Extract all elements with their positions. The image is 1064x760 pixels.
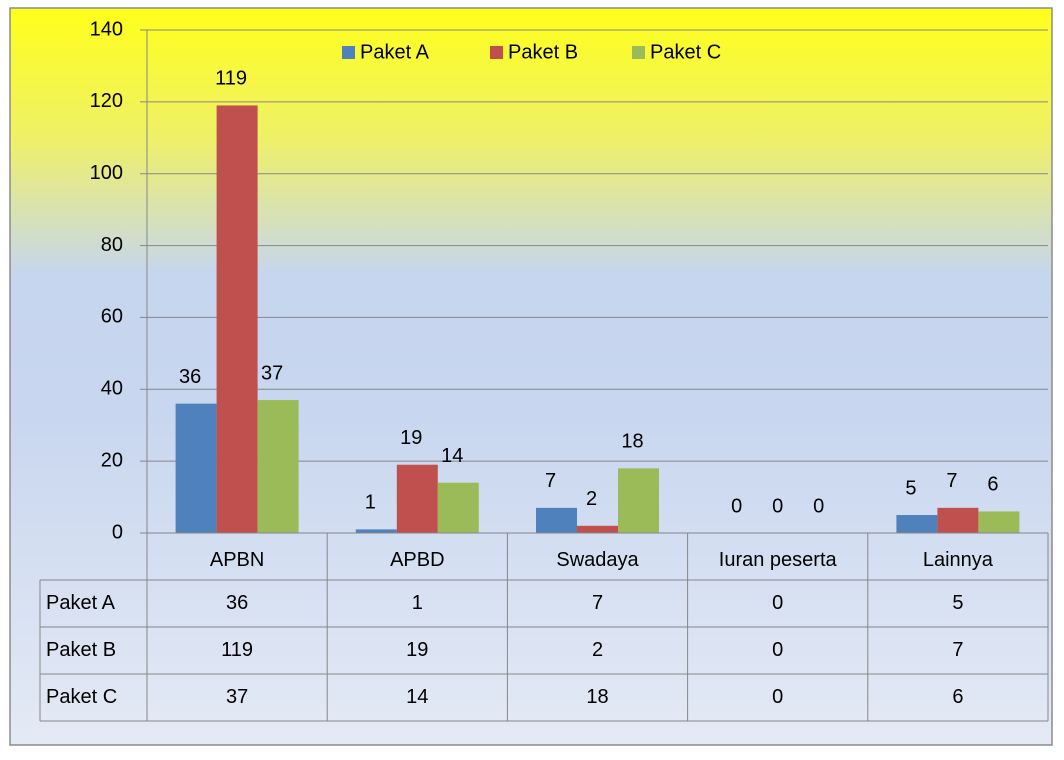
x-tick-label: APBN — [210, 549, 264, 571]
table-cell: 18 — [586, 686, 608, 708]
data-label: 36 — [179, 366, 201, 388]
bar — [437, 482, 479, 533]
y-tick-label: 60 — [101, 306, 123, 328]
table-cell: 2 — [592, 639, 603, 661]
bar — [937, 507, 979, 533]
data-label: 0 — [772, 495, 783, 517]
bar — [577, 525, 618, 533]
bar — [175, 403, 217, 533]
x-tick-label: APBD — [390, 549, 444, 571]
data-label: 6 — [987, 474, 998, 496]
y-tick-label: 80 — [101, 234, 123, 256]
x-tick-label: Swadaya — [556, 549, 639, 571]
table-cell: 6 — [952, 686, 963, 708]
bar — [257, 400, 299, 533]
bar — [216, 105, 258, 533]
table-row-header: Paket B — [46, 639, 116, 661]
table-cell: 0 — [772, 639, 783, 661]
table-cell: 0 — [772, 592, 783, 614]
legend-swatch — [632, 46, 645, 59]
data-label: 7 — [545, 470, 556, 492]
y-tick-label: 140 — [90, 18, 123, 40]
table-cell: 19 — [406, 639, 428, 661]
bar — [618, 468, 659, 533]
table-row-header: Paket A — [46, 592, 116, 614]
y-tick-label: 20 — [101, 449, 123, 471]
data-label: 19 — [400, 427, 422, 449]
data-label: 0 — [731, 495, 742, 517]
data-label: 37 — [261, 362, 283, 384]
table-cell: 5 — [952, 592, 963, 614]
x-tick-label: Lainnya — [923, 549, 994, 571]
table-cell: 14 — [406, 686, 428, 708]
legend-swatch — [342, 46, 355, 59]
table-row-header: Paket C — [46, 686, 117, 708]
legend-label: Paket B — [508, 41, 578, 63]
data-label: 18 — [621, 431, 643, 453]
bar — [355, 529, 397, 533]
y-tick-label: 100 — [90, 162, 123, 184]
table-cell: 36 — [226, 592, 248, 614]
y-tick-label: 40 — [101, 378, 123, 400]
table-cell: 7 — [592, 592, 603, 614]
data-label: 119 — [215, 68, 247, 90]
data-label: 14 — [441, 445, 463, 467]
table-cell: 119 — [221, 639, 253, 661]
bar — [896, 515, 938, 533]
legend-label: Paket C — [650, 41, 721, 63]
y-tick-label: 120 — [90, 90, 123, 112]
x-tick-label: Iuran peserta — [719, 549, 838, 571]
y-tick-label: 0 — [112, 521, 123, 543]
table-cell: 37 — [226, 686, 248, 708]
legend-label: Paket A — [360, 41, 430, 63]
bar — [978, 511, 1020, 533]
chart-background — [9, 7, 1053, 746]
data-label: 5 — [905, 477, 916, 499]
bar — [396, 464, 438, 533]
data-label: 1 — [365, 492, 376, 514]
data-label: 0 — [813, 495, 824, 517]
legend-swatch — [490, 46, 503, 59]
table-cell: 1 — [412, 592, 423, 614]
data-label: 7 — [946, 470, 957, 492]
data-label: 2 — [586, 488, 597, 510]
table-cell: 0 — [772, 686, 783, 708]
table-cell: 7 — [952, 639, 963, 661]
bar — [536, 507, 577, 533]
